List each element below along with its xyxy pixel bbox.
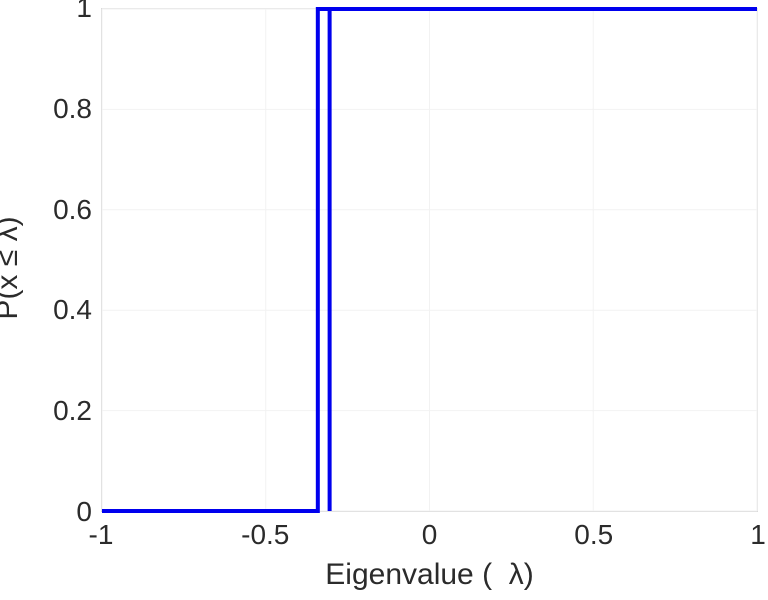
x-axis-tick-labels: -1 -0.5 0 0.5 1	[0, 521, 768, 561]
cdf-polyline	[102, 9, 757, 511]
x-tick-label: -1	[88, 519, 114, 550]
plot-area	[101, 8, 758, 512]
y-axis-tick-labels: 0 0.2 0.4 0.6 0.8 1	[0, 0, 92, 526]
x-tick-label: 0	[421, 519, 438, 550]
y-tick-label: 0	[76, 496, 92, 527]
y-tick-label: 0.2	[53, 395, 92, 427]
x-axis-title: Eigenvalue ( λ)	[325, 558, 534, 591]
y-tick-label: 0.6	[53, 193, 92, 225]
cdf-step-curve	[102, 9, 757, 511]
x-tick-label: -0.5	[241, 519, 290, 550]
y-tick-label: 0.8	[53, 92, 92, 124]
y-tick-label: 1	[76, 0, 92, 23]
y-tick-label: 0.4	[53, 294, 92, 326]
x-tick-label: 0.5	[574, 519, 614, 550]
x-tick-label: 1	[750, 519, 766, 550]
